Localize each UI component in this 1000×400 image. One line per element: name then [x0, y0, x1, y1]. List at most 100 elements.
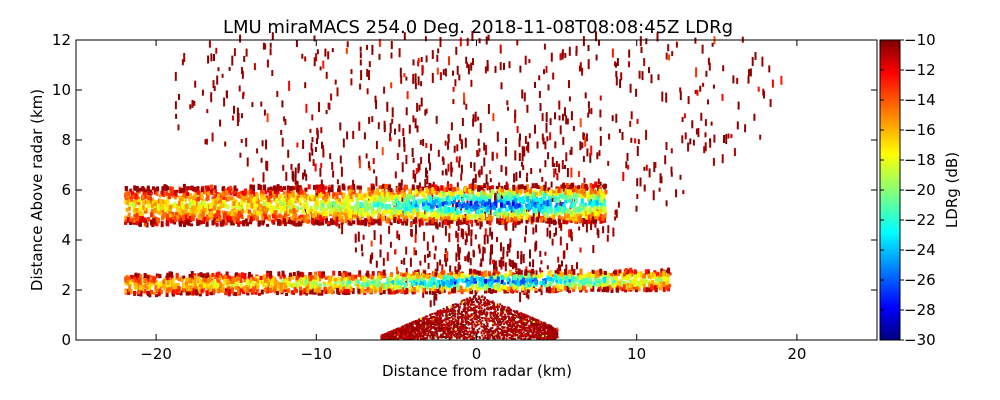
- radar-pixel: [747, 75, 750, 84]
- radar-pixel: [150, 212, 153, 218]
- radar-pixel: [582, 212, 586, 217]
- radar-pixel: [332, 192, 336, 197]
- radar-pixel: [368, 70, 370, 81]
- radar-pixel: [547, 152, 550, 160]
- radar-pixel: [192, 205, 196, 210]
- radar-pixel: [324, 196, 328, 202]
- radar-pixel: [240, 208, 244, 213]
- radar-pixel: [509, 260, 512, 267]
- radar-pixel: [415, 250, 417, 256]
- radar-pixel: [494, 200, 498, 206]
- radar-pixel: [462, 203, 466, 208]
- radar-pixel: [528, 193, 532, 199]
- radar-pixel: [679, 174, 682, 180]
- radar-pixel: [156, 205, 160, 212]
- radar-pixel: [521, 185, 525, 189]
- radar-pixel: [596, 206, 600, 210]
- radar-pixel: [276, 203, 280, 208]
- radar-pixel: [402, 128, 405, 137]
- radar-pixel: [643, 58, 646, 67]
- radar-pixel: [587, 112, 590, 118]
- radar-pixel: [495, 193, 498, 204]
- radar-pixel: [468, 196, 472, 201]
- radar-pixel: [488, 194, 492, 199]
- radar-pixel: [168, 216, 172, 222]
- radar-pixel: [345, 47, 348, 54]
- radar-pixel: [309, 128, 312, 133]
- radar-pixel: [451, 196, 455, 200]
- radar-pixel: [149, 196, 153, 201]
- radar-pixel: [373, 197, 376, 202]
- radar-pixel: [171, 191, 175, 196]
- radar-pixel: [436, 186, 440, 192]
- radar-pixel: [339, 122, 342, 131]
- radar-pixel: [327, 187, 331, 193]
- radar-pixel: [360, 202, 364, 208]
- radar-pixel: [209, 184, 213, 190]
- radar-pixel: [163, 205, 166, 209]
- radar-pixel: [205, 283, 209, 289]
- radar-pixel: [281, 202, 284, 206]
- radar-pixel: [402, 274, 406, 277]
- radar-pixel: [260, 203, 264, 207]
- radar-pixel: [283, 221, 287, 227]
- radar-pixel: [523, 92, 526, 102]
- radar-pixel: [246, 205, 250, 209]
- radar-pixel: [566, 118, 569, 125]
- radar-pixel: [541, 196, 544, 202]
- radar-pixel: [332, 201, 336, 206]
- radar-pixel: [582, 36, 585, 47]
- radar-pixel: [564, 107, 566, 117]
- radar-pixel: [452, 190, 456, 194]
- radar-pixel: [523, 185, 527, 190]
- radar-pixel: [488, 220, 492, 226]
- radar-pixel: [416, 202, 420, 208]
- radar-pixel: [548, 199, 552, 206]
- radar-pixel: [483, 157, 486, 167]
- radar-pixel: [441, 213, 445, 220]
- radar-pixel: [580, 218, 584, 223]
- radar-pixel: [684, 132, 687, 140]
- radar-pixel: [229, 190, 233, 196]
- radar-pixel: [601, 184, 605, 188]
- radar-pixel: [369, 215, 373, 221]
- radar-pixel: [594, 219, 597, 224]
- radar-pixel: [553, 168, 556, 178]
- radar-pixel: [398, 234, 401, 241]
- radar-pixel: [472, 114, 475, 123]
- radar-pixel: [561, 193, 565, 199]
- radar-pixel: [518, 137, 521, 147]
- radar-pixel: [197, 208, 201, 213]
- radar-pixel: [415, 191, 419, 197]
- radar-pixel: [305, 214, 309, 221]
- radar-pixel: [459, 133, 462, 141]
- radar-pixel: [390, 212, 394, 217]
- radar-pixel: [607, 160, 610, 166]
- radar-pixel: [299, 202, 303, 206]
- radar-pixel: [636, 178, 639, 187]
- radar-pixel: [205, 138, 208, 145]
- radar-pixel: [193, 281, 197, 287]
- radar-pixel: [136, 189, 140, 193]
- radar-pixel: [517, 184, 521, 190]
- radar-pixel: [400, 260, 403, 265]
- radar-pixel: [513, 285, 517, 291]
- radar-pixel: [197, 205, 201, 210]
- radar-pixel: [135, 186, 139, 190]
- radar-pixel: [383, 209, 387, 215]
- radar-pixel: [614, 209, 617, 215]
- radar-pixel: [514, 187, 518, 193]
- radar-pixel: [465, 233, 468, 243]
- radar-pixel: [526, 104, 529, 113]
- radar-pixel: [378, 185, 382, 190]
- radar-pixel: [559, 53, 562, 61]
- radar-pixel: [533, 197, 537, 202]
- radar-pixel: [449, 265, 452, 273]
- radar-pixel: [162, 191, 166, 198]
- radar-pixel: [316, 286, 320, 292]
- radar-pixel: [458, 160, 461, 168]
- radar-pixel: [460, 204, 464, 209]
- radar-pixel: [330, 184, 334, 191]
- radar-pixel: [679, 87, 682, 93]
- radar-pixel: [507, 106, 509, 111]
